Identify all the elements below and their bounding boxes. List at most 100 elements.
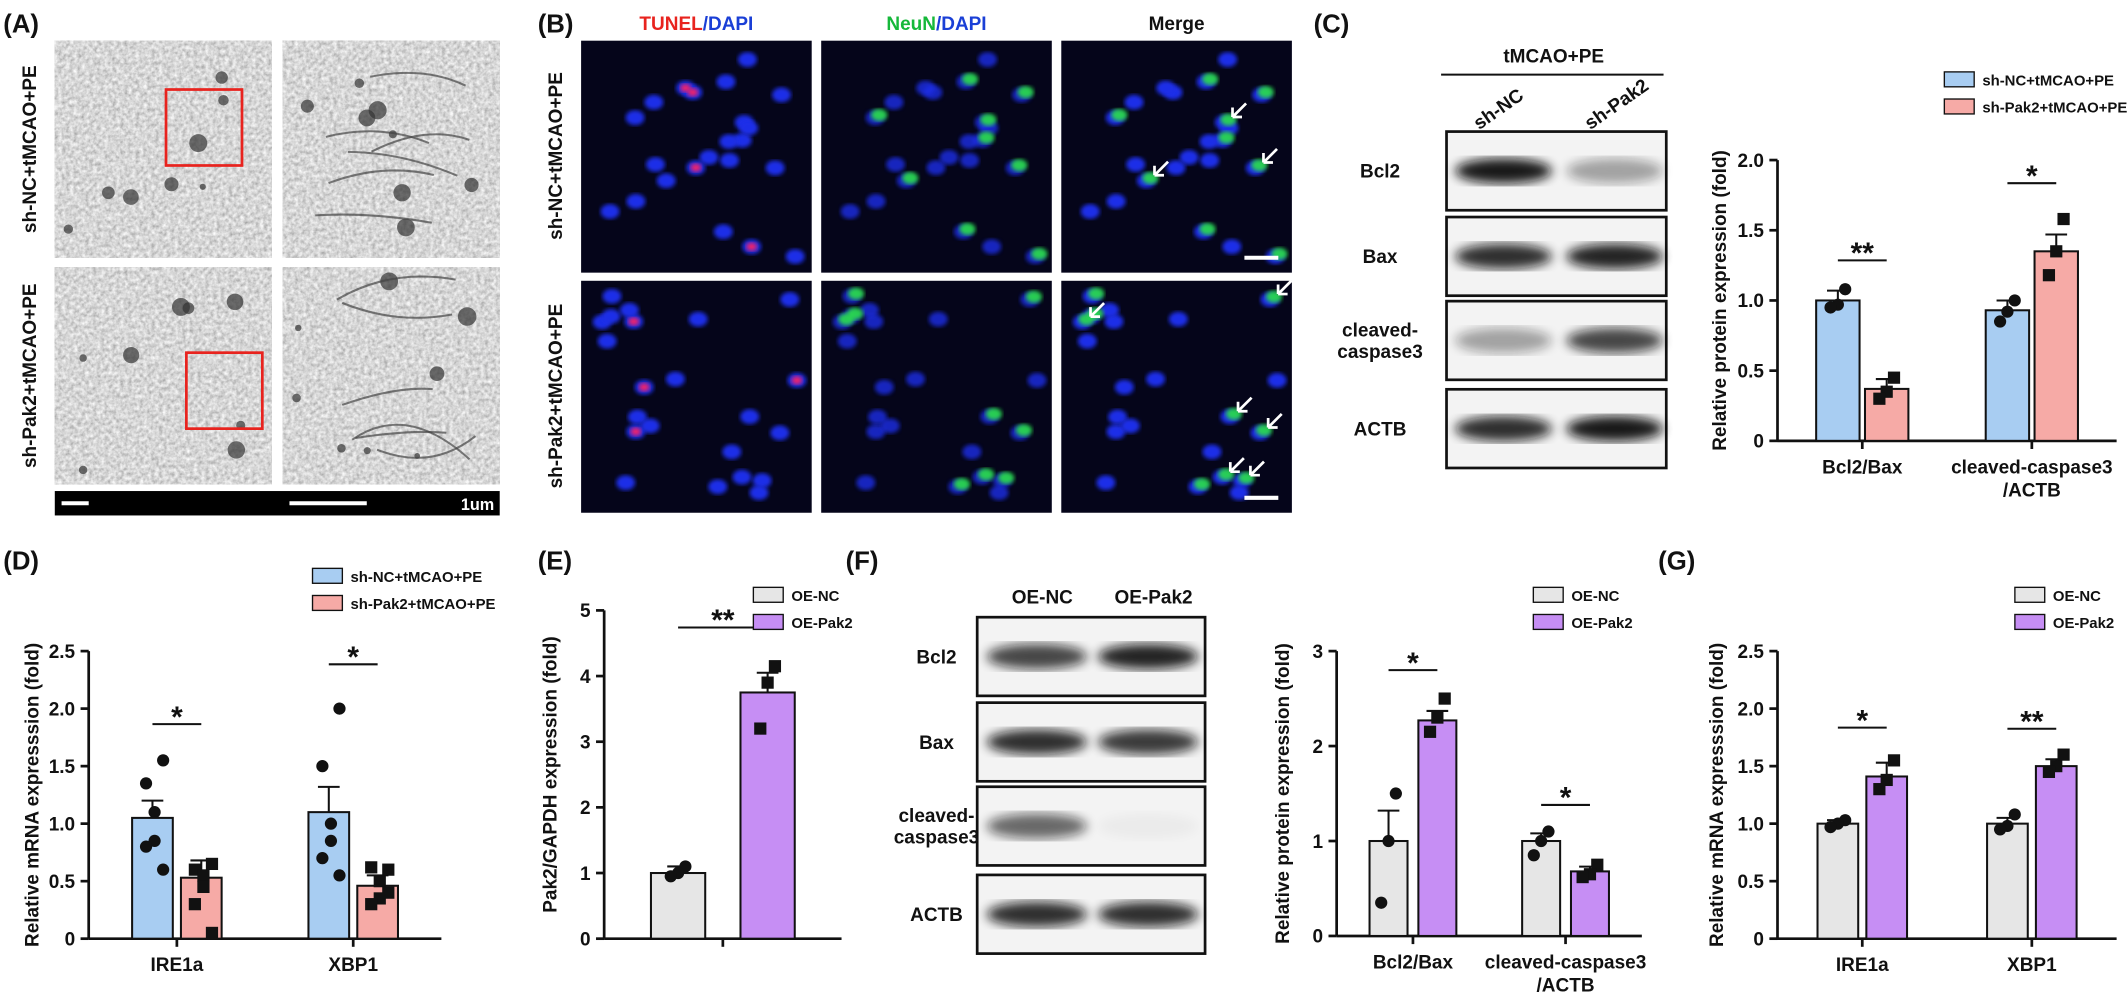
nucleus — [959, 134, 979, 150]
blot-band — [1097, 643, 1199, 670]
nucleus — [989, 485, 1009, 501]
legend-swatch — [2014, 586, 2046, 603]
organelle — [227, 441, 246, 459]
arrow — [1231, 102, 1248, 119]
membrane — [315, 213, 432, 224]
neuron — [959, 222, 976, 236]
nucleus — [1156, 80, 1176, 96]
data-point — [1542, 825, 1555, 838]
data-point — [1535, 834, 1548, 848]
nucleus — [1222, 239, 1242, 255]
band-label: Bax — [919, 733, 954, 754]
nucleus — [616, 475, 636, 491]
data-point — [2042, 269, 2056, 282]
data-point — [205, 926, 219, 940]
lane-label: OE-Pak2 — [1114, 588, 1192, 609]
data-point — [761, 676, 774, 689]
column-header-part: Merge — [1149, 14, 1205, 35]
nucleus — [906, 371, 926, 387]
organelle — [189, 134, 208, 153]
nucleus — [1166, 160, 1186, 176]
y-tick-label: 2.5 — [49, 642, 76, 663]
y-tick-label: 0.5 — [1738, 361, 1765, 382]
tunel-cell — [746, 242, 758, 251]
row-label: sh-NC+tMCAO+PE — [20, 65, 41, 233]
y-tick-label: 1.5 — [1738, 757, 1765, 778]
organelle — [79, 354, 87, 362]
neuron — [953, 477, 971, 491]
organelle — [78, 465, 88, 475]
data-point — [2042, 765, 2056, 778]
y-tick-label: 0.5 — [1738, 872, 1765, 893]
significance-label: * — [1856, 704, 1868, 737]
blot-band — [1455, 327, 1552, 354]
column-header-part: NeuN — [886, 14, 936, 35]
scale-label: 1um — [461, 496, 494, 514]
blot-band — [986, 813, 1088, 839]
data-point — [1887, 754, 1901, 767]
bar — [739, 691, 796, 940]
band-label: Bcl2 — [1360, 162, 1400, 183]
arrow — [1276, 279, 1293, 296]
neuron — [961, 72, 979, 86]
arrow — [1236, 396, 1253, 413]
micrograph — [54, 40, 272, 258]
organelle — [295, 324, 302, 332]
membrane — [376, 435, 477, 459]
neuron — [980, 113, 997, 126]
data-point — [1423, 725, 1437, 738]
neuron — [1218, 131, 1235, 144]
legend-swatch — [2014, 613, 2046, 631]
membrane — [355, 430, 447, 439]
band-label: Bcl2 — [916, 647, 956, 668]
x-tick-label-line: IRE1a — [150, 955, 203, 976]
nucleus — [1200, 152, 1220, 168]
nucleus — [840, 204, 860, 219]
nucleus — [874, 379, 894, 395]
organelle — [171, 297, 190, 316]
nucleus — [1267, 372, 1287, 388]
arrow — [1249, 460, 1265, 477]
x-tick-label-line: cleaved-caspase3 — [1485, 953, 1647, 974]
nucleus — [1106, 424, 1126, 440]
bar — [1417, 719, 1458, 937]
y-tick-label: 2 — [1313, 737, 1324, 758]
nucleus — [619, 302, 639, 318]
neuron — [998, 471, 1015, 485]
nucleus — [960, 152, 980, 168]
y-tick-label: 1 — [580, 864, 591, 885]
x-tick-label-line: XBP1 — [328, 955, 378, 976]
data-point — [316, 760, 329, 773]
nucleus — [785, 249, 805, 264]
data-point — [1824, 820, 1837, 834]
blot-band — [1566, 158, 1664, 184]
nucleus — [740, 409, 760, 425]
nucleus — [1202, 444, 1222, 460]
blot-band — [1455, 416, 1552, 442]
y-tick-label: 1.0 — [1738, 291, 1764, 312]
column-header-part: /DAPI — [703, 14, 754, 35]
nucleus — [780, 292, 800, 307]
data-point — [1873, 783, 1886, 796]
membrane — [347, 150, 458, 177]
x-tick-label-line: Bcl2/Bax — [1373, 953, 1454, 974]
neuron — [1193, 477, 1211, 491]
nucleus — [1106, 193, 1126, 209]
nucleus — [1124, 94, 1144, 110]
data-point — [324, 817, 338, 830]
data-point — [316, 852, 329, 865]
nucleus — [656, 173, 676, 189]
nucleus — [880, 418, 900, 434]
panel-label: (C) — [1314, 11, 1350, 39]
nucleus — [1027, 372, 1047, 388]
panel-label: (F) — [846, 548, 879, 576]
nucleus — [859, 302, 879, 318]
data-point — [754, 722, 767, 735]
legend-swatch — [1532, 613, 1564, 631]
y-tick-label: 0 — [65, 929, 76, 950]
nucleus — [1229, 485, 1249, 501]
blot-band — [1566, 416, 1664, 442]
data-point — [382, 863, 395, 876]
neuron — [847, 287, 865, 300]
data-point — [139, 777, 153, 790]
